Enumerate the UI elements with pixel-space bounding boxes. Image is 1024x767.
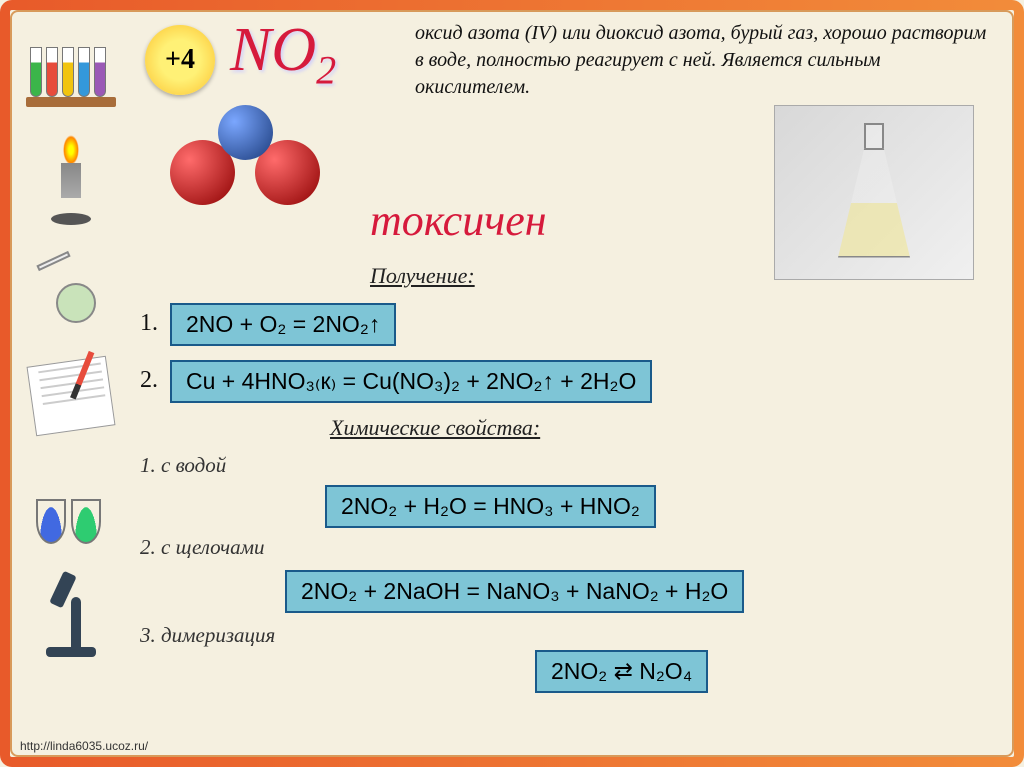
bunsen-burner-icon [21, 130, 121, 230]
test-tubes-icon [21, 22, 121, 122]
flasks-icon [21, 454, 121, 554]
footer-url: http://linda6035.ucoz.ru/ [20, 739, 148, 753]
molecule-model [170, 100, 320, 210]
chem-props-title: Химические свойства: [330, 415, 540, 441]
reaction-2-label: 2. с щелочами [140, 535, 265, 560]
sidebar [12, 12, 130, 755]
prep-num-2: 2. [140, 367, 158, 394]
equation-box-4: 2NO₂ + 2NaOH = NaNO₃ + NaNO₂ + H₂O [285, 570, 744, 613]
content-area: +4 NO2 оксид азота (IV) или диоксид азот… [135, 15, 1004, 722]
notebook-icon [21, 346, 121, 446]
equation-box-2: Cu + 4HNO₃₍к₎ = Cu(NO₃)₂ + 2NO₂↑ + 2H₂O [170, 360, 652, 403]
prep-num-1: 1. [140, 310, 158, 337]
flask-photo [774, 105, 974, 280]
equation-box-1: 2NO + O₂ = 2NO₂↑ [170, 303, 396, 346]
reaction-1-label: 1. с водой [140, 453, 226, 478]
equation-box-3: 2NO₂ + H₂O = HNO₃ + HNO₂ [325, 485, 656, 528]
nitrogen-atom [218, 105, 273, 160]
equation-box-5: 2NO₂ ⇄ N₂O₄ [535, 650, 708, 693]
oxidation-state-badge: +4 [145, 25, 215, 95]
preparation-title: Получение: [370, 263, 475, 289]
toxic-label: токсичен [370, 195, 547, 246]
retort-icon [21, 238, 121, 338]
chemical-formula: NO2 [230, 15, 336, 93]
reaction-3-label: 3. димеризация [140, 623, 275, 648]
microscope-icon [21, 562, 121, 662]
description-text: оксид азота (IV) или диоксид азота, буры… [415, 20, 994, 101]
